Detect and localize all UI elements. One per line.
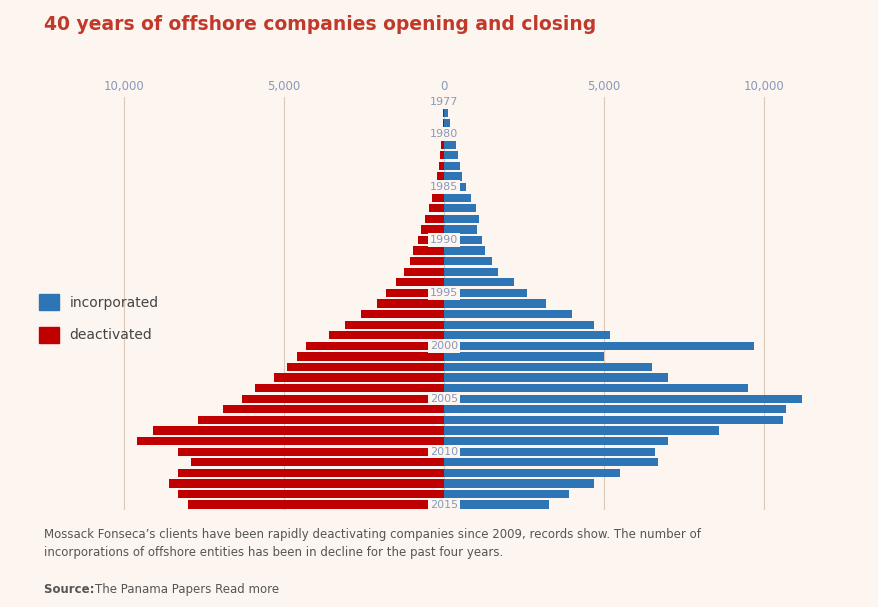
Bar — [413, 246, 443, 255]
Bar — [435, 183, 443, 191]
Bar — [255, 384, 443, 392]
Legend: incorporated, deactivated: incorporated, deactivated — [35, 290, 162, 347]
Bar — [443, 352, 603, 361]
Text: Source:: Source: — [44, 583, 98, 595]
Bar — [443, 204, 475, 212]
Bar — [191, 458, 443, 466]
Bar — [443, 236, 482, 244]
Bar — [178, 469, 443, 477]
Bar — [443, 458, 658, 466]
Bar — [443, 120, 450, 127]
Bar — [328, 331, 443, 339]
Bar — [242, 395, 443, 403]
Bar — [443, 405, 785, 413]
Bar — [443, 225, 477, 234]
Bar — [443, 141, 456, 149]
Bar — [442, 130, 443, 138]
Bar — [306, 342, 443, 350]
Bar — [425, 215, 443, 223]
Text: The Panama Papers Read more: The Panama Papers Read more — [95, 583, 278, 595]
Bar — [178, 490, 443, 498]
Bar — [443, 384, 747, 392]
Bar — [198, 416, 443, 424]
Text: Mossack Fonseca’s clients have been rapidly deactivating companies since 2009, r: Mossack Fonseca’s clients have been rapi… — [44, 528, 700, 559]
Bar — [431, 194, 443, 202]
Bar — [223, 405, 443, 413]
Bar — [443, 162, 459, 170]
Bar — [443, 289, 527, 297]
Bar — [443, 373, 667, 382]
Bar — [443, 172, 462, 181]
Bar — [443, 363, 651, 371]
Bar — [443, 395, 802, 403]
Bar — [428, 204, 443, 212]
Text: 2010: 2010 — [429, 447, 457, 456]
Bar — [274, 373, 443, 382]
Bar — [443, 257, 492, 265]
Bar — [443, 278, 514, 287]
Text: 2015: 2015 — [429, 500, 457, 510]
Bar — [443, 469, 619, 477]
Bar — [443, 490, 568, 498]
Bar — [297, 352, 443, 361]
Bar — [410, 257, 443, 265]
Bar — [443, 480, 594, 487]
Bar — [443, 426, 718, 435]
Bar — [443, 268, 498, 276]
Bar — [153, 426, 443, 435]
Bar — [443, 194, 471, 202]
Text: 1980: 1980 — [429, 129, 457, 139]
Bar — [403, 268, 443, 276]
Bar — [377, 299, 443, 308]
Bar — [443, 183, 465, 191]
Bar — [443, 500, 549, 509]
Bar — [178, 447, 443, 456]
Bar — [137, 437, 443, 445]
Bar — [417, 236, 443, 244]
Bar — [439, 162, 443, 170]
Bar — [443, 98, 446, 107]
Text: 1985: 1985 — [429, 182, 457, 192]
Bar — [344, 320, 443, 329]
Bar — [443, 310, 572, 318]
Bar — [443, 342, 753, 350]
Bar — [385, 289, 443, 297]
Text: 2000: 2000 — [429, 341, 457, 351]
Text: 1990: 1990 — [429, 235, 457, 245]
Bar — [440, 151, 443, 160]
Bar — [441, 141, 443, 149]
Text: 2005: 2005 — [429, 394, 457, 404]
Text: 1995: 1995 — [429, 288, 457, 298]
Bar — [443, 299, 545, 308]
Bar — [443, 416, 782, 424]
Bar — [287, 363, 443, 371]
Bar — [443, 130, 453, 138]
Bar — [360, 310, 443, 318]
Bar — [443, 320, 594, 329]
Bar — [443, 151, 457, 160]
Text: 1977: 1977 — [429, 97, 457, 107]
Bar — [443, 331, 609, 339]
Bar — [443, 215, 479, 223]
Bar — [421, 225, 443, 234]
Bar — [443, 447, 654, 456]
Bar — [443, 246, 485, 255]
Bar — [443, 437, 667, 445]
Bar — [169, 480, 443, 487]
Bar — [443, 109, 448, 117]
Bar — [437, 172, 443, 181]
Bar — [395, 278, 443, 287]
Bar — [188, 500, 443, 509]
Text: 40 years of offshore companies opening and closing: 40 years of offshore companies opening a… — [44, 15, 595, 34]
